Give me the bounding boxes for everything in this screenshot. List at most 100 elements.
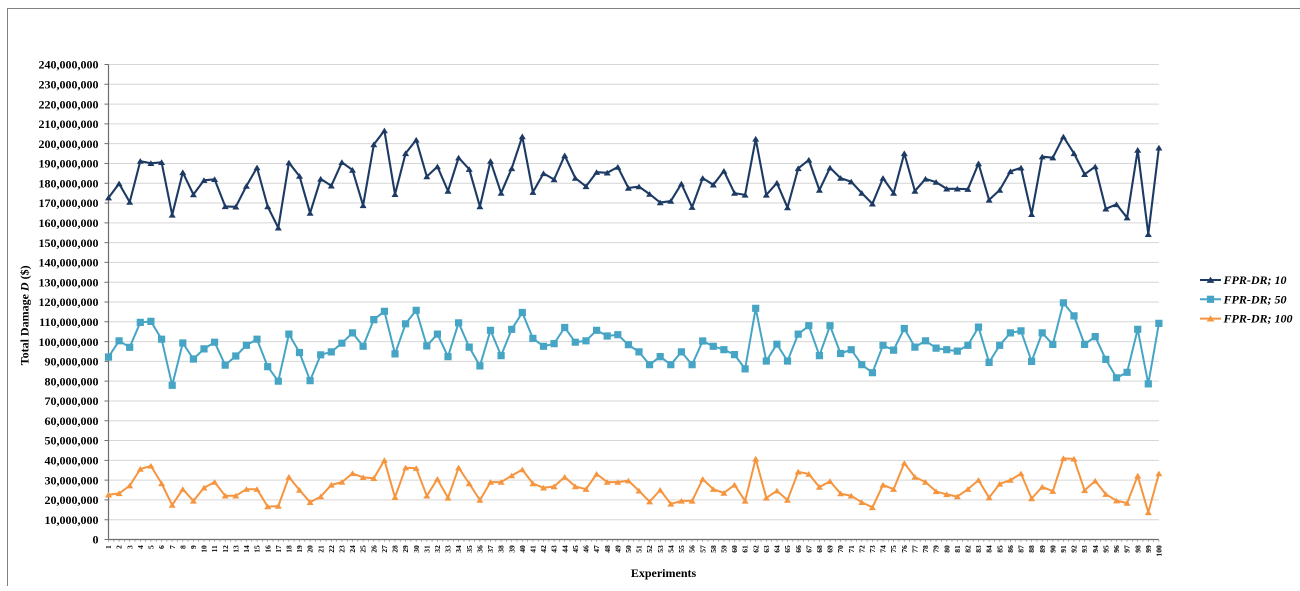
svg-text:97: 97 (1123, 545, 1132, 553)
svg-text:27: 27 (380, 545, 389, 553)
svg-text:66: 66 (794, 545, 803, 553)
svg-text:8: 8 (178, 545, 187, 549)
svg-text:77: 77 (911, 545, 920, 553)
svg-text:4: 4 (136, 545, 145, 549)
svg-text:11: 11 (210, 545, 219, 552)
svg-text:17: 17 (274, 545, 283, 553)
svg-text:41: 41 (529, 545, 538, 553)
svg-text:73: 73 (868, 545, 877, 553)
svg-text:210,000,000: 210,000,000 (39, 117, 99, 131)
svg-text:Total Damage D ($): Total Damage D ($) (18, 265, 32, 365)
svg-text:48: 48 (603, 545, 612, 553)
svg-text:72: 72 (857, 545, 866, 553)
svg-text:140,000,000: 140,000,000 (39, 256, 99, 270)
svg-text:25: 25 (359, 545, 368, 553)
svg-text:75: 75 (889, 545, 898, 553)
svg-text:100,000,000: 100,000,000 (39, 335, 99, 349)
svg-text:35: 35 (465, 545, 474, 553)
svg-text:31: 31 (422, 545, 431, 553)
svg-text:50: 50 (624, 545, 633, 553)
svg-text:68: 68 (815, 545, 824, 553)
svg-text:18: 18 (285, 545, 294, 553)
svg-text:29: 29 (401, 545, 410, 553)
svg-text:30: 30 (412, 545, 421, 553)
svg-text:84: 84 (985, 545, 994, 553)
svg-text:19: 19 (295, 545, 304, 553)
svg-text:89: 89 (1038, 545, 1047, 553)
svg-text:92: 92 (1070, 545, 1079, 553)
svg-text:87: 87 (1017, 545, 1026, 553)
svg-text:83: 83 (974, 545, 983, 553)
svg-text:69: 69 (826, 545, 835, 553)
svg-text:80,000,000: 80,000,000 (45, 374, 99, 388)
svg-text:76: 76 (900, 545, 909, 553)
svg-text:Experiments: Experiments (631, 566, 697, 580)
svg-text:90: 90 (1048, 545, 1057, 553)
svg-text:24: 24 (348, 545, 357, 553)
svg-text:34: 34 (454, 545, 463, 553)
svg-text:91: 91 (1059, 545, 1068, 553)
svg-text:10,000,000: 10,000,000 (45, 513, 99, 527)
svg-text:55: 55 (677, 545, 686, 553)
svg-text:61: 61 (741, 545, 750, 553)
svg-text:42: 42 (539, 545, 548, 553)
svg-text:10: 10 (200, 545, 209, 553)
svg-text:26: 26 (369, 545, 378, 553)
svg-text:98: 98 (1133, 545, 1142, 553)
svg-text:88: 88 (1027, 545, 1036, 553)
svg-text:64: 64 (773, 545, 782, 553)
svg-text:150,000,000: 150,000,000 (39, 236, 99, 250)
svg-text:46: 46 (582, 545, 591, 553)
svg-text:54: 54 (666, 545, 675, 553)
svg-text:70: 70 (836, 545, 845, 553)
svg-text:47: 47 (592, 545, 601, 553)
svg-text:78: 78 (921, 545, 930, 553)
svg-text:39: 39 (507, 545, 516, 553)
svg-text:40: 40 (518, 545, 527, 553)
svg-text:65: 65 (783, 545, 792, 553)
svg-text:20: 20 (306, 545, 315, 553)
svg-text:82: 82 (964, 545, 973, 553)
svg-text:240,000,000: 240,000,000 (39, 58, 99, 72)
svg-text:0: 0 (93, 533, 99, 547)
svg-text:3: 3 (125, 545, 134, 549)
svg-text:16: 16 (263, 545, 272, 553)
svg-text:37: 37 (486, 545, 495, 553)
svg-text:33: 33 (444, 545, 453, 553)
svg-text:56: 56 (688, 545, 697, 553)
svg-text:30,000,000: 30,000,000 (45, 473, 99, 487)
svg-text:67: 67 (804, 545, 813, 553)
svg-text:12: 12 (221, 545, 230, 553)
svg-text:36: 36 (476, 545, 485, 553)
svg-text:32: 32 (433, 545, 442, 553)
svg-text:23: 23 (338, 545, 347, 553)
svg-text:FPR-DR; 50: FPR-DR; 50 (1223, 292, 1287, 306)
svg-text:50,000,000: 50,000,000 (45, 434, 99, 448)
svg-text:180,000,000: 180,000,000 (39, 176, 99, 190)
svg-text:160,000,000: 160,000,000 (39, 216, 99, 230)
svg-text:14: 14 (242, 545, 251, 553)
svg-text:96: 96 (1112, 545, 1121, 553)
svg-text:43: 43 (550, 545, 559, 553)
svg-text:79: 79 (932, 545, 941, 553)
svg-text:60: 60 (730, 545, 739, 553)
svg-text:6: 6 (157, 545, 166, 549)
svg-text:74: 74 (879, 545, 888, 553)
svg-text:9: 9 (189, 545, 198, 549)
svg-text:190,000,000: 190,000,000 (39, 157, 99, 171)
svg-text:2: 2 (115, 545, 124, 549)
svg-text:93: 93 (1080, 545, 1089, 553)
svg-text:7: 7 (168, 545, 177, 549)
svg-text:100: 100 (1155, 545, 1164, 557)
svg-text:200,000,000: 200,000,000 (39, 137, 99, 151)
svg-text:FPR-DR; 10: FPR-DR; 10 (1223, 273, 1287, 287)
svg-text:1: 1 (104, 545, 113, 549)
svg-text:170,000,000: 170,000,000 (39, 196, 99, 210)
svg-text:52: 52 (645, 545, 654, 553)
svg-text:13: 13 (231, 545, 240, 553)
svg-text:80: 80 (942, 545, 951, 553)
svg-text:49: 49 (613, 545, 622, 553)
svg-text:71: 71 (847, 545, 856, 553)
svg-text:94: 94 (1091, 545, 1100, 553)
svg-text:21: 21 (316, 545, 325, 553)
